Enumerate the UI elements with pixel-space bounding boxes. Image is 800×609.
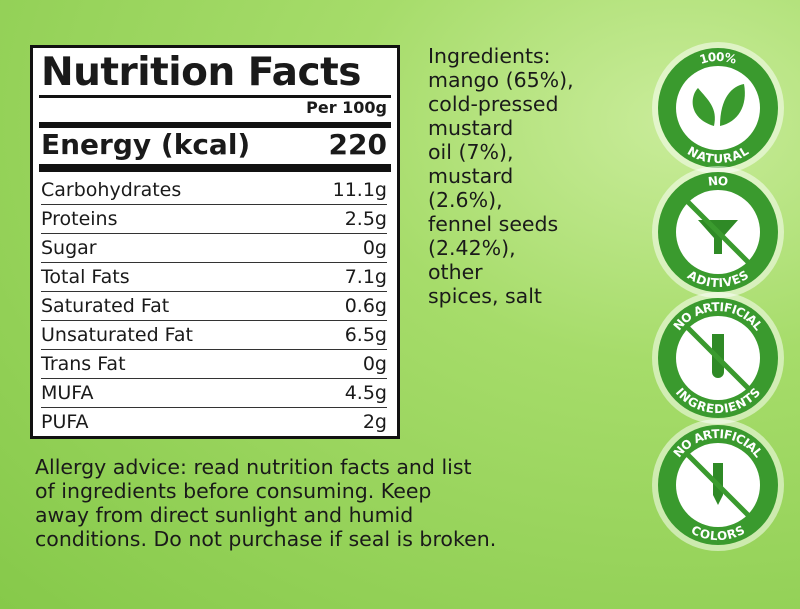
nutrient-name: Carbohydrates — [41, 179, 182, 201]
allergy-line: conditions. Do not purchase if seal is b… — [35, 527, 497, 551]
nutrient-amount: 2g — [362, 411, 387, 433]
badge-top: 100% — [698, 50, 738, 67]
badge-inner — [676, 66, 760, 150]
badge: 100% NATURAL — [652, 42, 784, 174]
energy-row: Energy (kcal) 220 — [41, 128, 387, 161]
nutrient-amount: 0g — [362, 237, 387, 259]
nutrient-amount: 6.5g — [344, 324, 387, 346]
ingredient-line: Ingredients: — [428, 44, 551, 68]
divider — [39, 95, 391, 98]
allergy-advice: Allergy advice: read nutrition facts and… — [35, 455, 496, 551]
nutrient-row: Total Fats 7.1g — [41, 263, 387, 292]
ingredient-line: fennel seeds — [428, 212, 559, 236]
nutrient-row: Saturated Fat 0.6g — [41, 292, 387, 321]
divider — [39, 122, 391, 128]
badge-top-text: 100% — [698, 50, 738, 67]
leaf-icon — [720, 84, 745, 126]
nutrient-row: Unsaturated Fat 6.5g — [41, 321, 387, 350]
nutrient-name: Trans Fat — [41, 353, 126, 375]
badge-slash — [686, 200, 750, 264]
nutrition-box: Nutrition Facts Per 100g Energy (kcal) 2… — [30, 45, 400, 439]
ingredient-line: spices, salt — [428, 284, 542, 308]
badge-top-text: NO — [707, 174, 728, 189]
badge-bottom: COLORS — [689, 523, 747, 543]
allergy-line: of ingredients before consuming. Keep — [35, 479, 432, 503]
badge-bottom-text: NATURAL — [685, 144, 751, 166]
divider — [39, 164, 391, 172]
nutrient-name: Proteins — [41, 208, 118, 230]
nutrient-amount: 2.5g — [344, 208, 387, 230]
ingredients: Ingredients: mango (65%), cold-pressed must… — [428, 44, 574, 308]
energy-value: 220 — [328, 128, 387, 161]
ingredient-line: (2.6%), — [428, 188, 503, 212]
badge: NO ADITIVES — [652, 166, 784, 298]
nutrient-name: PUFA — [41, 411, 89, 433]
badge-top: NO — [707, 174, 728, 189]
ingredient-line: oil (7%), — [428, 140, 514, 164]
badge-icon — [698, 220, 738, 254]
nutrient-amount: 7.1g — [344, 266, 387, 288]
energy-label: Energy (kcal) — [41, 128, 251, 161]
nutrient-name: Total Fats — [41, 266, 130, 288]
ingredient-line: other — [428, 260, 483, 284]
basis: Per 100g — [306, 98, 387, 117]
nutrient-name: MUFA — [41, 382, 94, 404]
nutrient-row: Sugar 0g — [41, 234, 387, 263]
nutrient-amount: 0g — [362, 353, 387, 375]
ingredient-line: mustard — [428, 164, 514, 188]
badge-bottom: NATURAL — [685, 144, 751, 166]
nutrient-name: Unsaturated Fat — [41, 324, 193, 346]
nutrient-row: MUFA 4.5g — [41, 379, 387, 408]
nutrient-row: Trans Fat 0g — [41, 350, 387, 379]
nutrition-title: Nutrition Facts — [41, 50, 361, 95]
ingredient-line: mustard — [428, 116, 514, 140]
nutrient-name: Sugar — [41, 237, 97, 259]
ingredient-line: cold-pressed — [428, 92, 559, 116]
nutrient-name: Saturated Fat — [41, 295, 170, 317]
allergy-line: away from direct sunlight and humid — [35, 503, 414, 527]
nutrient-amount: 11.1g — [332, 179, 387, 201]
allergy-line: Allergy advice: read nutrition facts and… — [35, 455, 472, 479]
nutrient-amount: 4.5g — [344, 382, 387, 404]
badge-slash — [686, 326, 750, 390]
badge-bottom: ADITIVES — [685, 268, 751, 290]
ingredient-line: (2.42%), — [428, 236, 516, 260]
nutrient-row: Carbohydrates 11.1g — [41, 176, 387, 205]
nutrient-row: Proteins 2.5g — [41, 205, 387, 234]
leaf-icon — [692, 88, 715, 126]
ingredient-line: mango (65%), — [428, 68, 574, 92]
badge-bottom-text: COLORS — [689, 523, 747, 543]
nutrient-amount: 0.6g — [344, 295, 387, 317]
badge-slash — [686, 453, 750, 517]
nutrient-row: PUFA 2g — [41, 408, 387, 436]
badge-bottom-text: ADITIVES — [685, 268, 751, 290]
